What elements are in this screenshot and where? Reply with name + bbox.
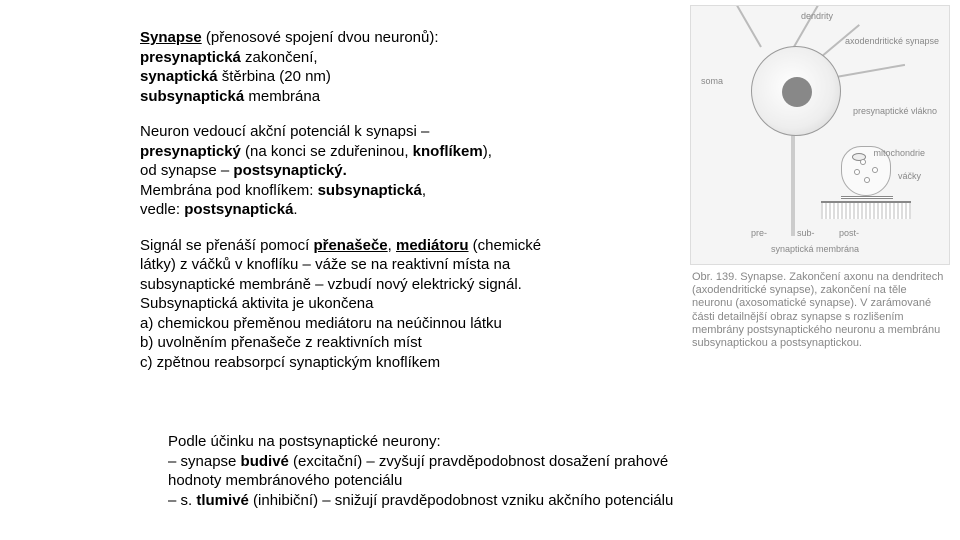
text: (excitační) – zvyšují pravděpodobnost do… xyxy=(289,453,668,470)
label-dendrity: dendrity xyxy=(801,11,833,23)
text: Membrána pod knoflíkem: xyxy=(140,182,318,199)
text: vedle: xyxy=(140,201,184,218)
dendrite-shape xyxy=(735,5,762,47)
vesicle-shape xyxy=(872,167,878,173)
term-subsyn-2: subsynaptická xyxy=(318,182,422,199)
label-axodend: axodendritické synapse xyxy=(845,36,939,48)
postsynaptic-membrane-shape xyxy=(821,201,911,219)
nucleus-shape xyxy=(782,77,812,107)
term-postsyn-2: postsynaptická xyxy=(184,201,293,218)
text: – synapse xyxy=(168,453,241,470)
term-subsynapticka: subsynaptická xyxy=(140,88,244,105)
p4-line-2: – synapse budivé (excitační) – zvyšují p… xyxy=(168,452,908,472)
text: , xyxy=(388,237,396,254)
text: (chemické xyxy=(469,237,542,254)
text: štěrbina (20 nm) xyxy=(218,68,331,85)
term-presynapticka: presynaptická xyxy=(140,49,241,66)
axon-shape xyxy=(791,136,795,236)
label-pre: pre- xyxy=(751,228,767,240)
title-block: Synapse (přenosové spojení dvou neuronů)… xyxy=(140,28,660,106)
paragraph-2: Neuron vedoucí akční potenciál k synapsi… xyxy=(140,122,660,220)
vesicle-shape xyxy=(864,177,870,183)
p2-line-2: presynaptický (na konci se zduřeninou, k… xyxy=(140,142,660,162)
text: od synapse – xyxy=(140,162,233,179)
vesicle-shape xyxy=(860,159,866,165)
vesicle-shape xyxy=(854,169,860,175)
term-synapticka: synaptická xyxy=(140,68,218,85)
p4-line-1: Podle účinku na postsynaptické neurony: xyxy=(168,432,908,452)
text: – s. xyxy=(168,492,196,509)
text: (inhibiční) – snižují pravděpodobnost vz… xyxy=(249,492,673,509)
title-line-2: presynaptická zakončení, xyxy=(140,48,660,68)
text: , xyxy=(422,182,426,199)
synaptic-cleft-shape xyxy=(841,196,893,199)
title-line-1: Synapse (přenosové spojení dvou neuronů)… xyxy=(140,28,660,48)
term-prenasece: přenašeče xyxy=(313,237,387,254)
p2-line-4: Membrána pod knoflíkem: subsynaptická, xyxy=(140,181,660,201)
neuron-diagram: dendrity axodendritické synapse soma pre… xyxy=(690,5,950,265)
label-presyn: presynaptické vlákno xyxy=(853,106,937,118)
term-postsynapticky: postsynaptický. xyxy=(233,162,346,179)
label-sub: sub- xyxy=(797,228,815,240)
p3-line-6: b) uvolněním přenašeče z reaktivních mís… xyxy=(140,333,660,353)
text: membrána xyxy=(244,88,320,105)
title-line-4: subsynaptická membrána xyxy=(140,87,660,107)
title-line-3: synaptická štěrbina (20 nm) xyxy=(140,67,660,87)
term-synapse: Synapse xyxy=(140,29,202,46)
text: (přenosové spojení dvou neuronů): xyxy=(202,29,439,46)
text: Signál se přenáší pomocí xyxy=(140,237,313,254)
p3-line-7: c) zpětnou reabsorpcí synaptickým knoflí… xyxy=(140,353,660,373)
p3-line-2: látky) z váčků v knoflíku – váže se na r… xyxy=(140,255,660,275)
p4-line-3: hodnoty membránového potenciálu xyxy=(168,471,908,491)
dendrite-shape xyxy=(836,64,905,78)
p2-line-3: od synapse – postsynaptický. xyxy=(140,161,660,181)
p3-line-5: a) chemickou přeměnou mediátoru na neúči… xyxy=(140,314,660,334)
text: ), xyxy=(483,143,492,160)
p2-line-5: vedle: postsynaptická. xyxy=(140,200,660,220)
text: . xyxy=(293,201,297,218)
label-post: post- xyxy=(839,228,859,240)
label-mito: mitochondrie xyxy=(873,148,925,160)
paragraph-3: Signál se přenáší pomocí přenašeče, medi… xyxy=(140,236,660,373)
main-text-column: Synapse (přenosové spojení dvou neuronů)… xyxy=(140,28,660,388)
label-soma: soma xyxy=(701,76,723,88)
p2-line-1: Neuron vedoucí akční potenciál k synapsi… xyxy=(140,122,660,142)
figure-area: dendrity axodendritické synapse soma pre… xyxy=(690,5,950,355)
term-presynapticky: presynaptický xyxy=(140,143,241,160)
term-budive: budivé xyxy=(241,453,289,470)
term-knoflikem: knoflíkem xyxy=(413,143,483,160)
p3-line-3: subsynaptické membráně – vzbudí nový ele… xyxy=(140,275,660,295)
paragraph-4: Podle účinku na postsynaptické neurony: … xyxy=(168,432,908,510)
term-tlumive: tlumivé xyxy=(196,492,249,509)
p3-line-1: Signál se přenáší pomocí přenašeče, medi… xyxy=(140,236,660,256)
soma-shape xyxy=(751,46,841,136)
text: zakončení, xyxy=(241,49,318,66)
label-vacky: váčky xyxy=(898,171,921,183)
p3-line-4: Subsynaptická aktivita je ukončena xyxy=(140,294,660,314)
term-mediatoru: mediátoru xyxy=(396,237,469,254)
figure-caption: Obr. 139. Synapse. Zakončení axonu na de… xyxy=(690,265,950,356)
text: (na konci se zduřeninou, xyxy=(241,143,413,160)
label-membrana: synaptická membrána xyxy=(771,244,859,256)
p4-line-4: – s. tlumivé (inhibiční) – snižují pravd… xyxy=(168,491,908,511)
